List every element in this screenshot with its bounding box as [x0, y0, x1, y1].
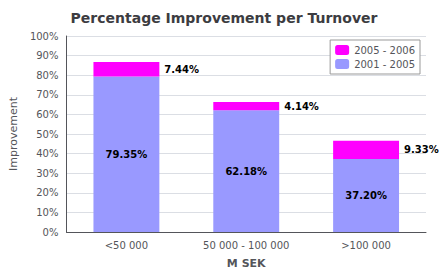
svg-text:>100 000: >100 000 — [341, 240, 391, 251]
svg-text:30%: 30% — [36, 168, 58, 179]
svg-text:50%: 50% — [36, 129, 58, 140]
svg-text:10%: 10% — [36, 207, 58, 218]
svg-text:100%: 100% — [30, 31, 59, 42]
svg-text:70%: 70% — [36, 89, 58, 100]
svg-text:50 000 - 100 000: 50 000 - 100 000 — [203, 240, 289, 251]
svg-text:80%: 80% — [36, 70, 58, 81]
svg-text:<50 000: <50 000 — [105, 240, 148, 251]
svg-text:40%: 40% — [36, 148, 58, 159]
svg-text:M SEK: M SEK — [227, 257, 266, 270]
svg-text:9.33%: 9.33% — [404, 144, 439, 155]
svg-text:90%: 90% — [36, 50, 58, 61]
svg-text:79.35%: 79.35% — [106, 149, 148, 160]
svg-text:60%: 60% — [36, 109, 58, 120]
svg-text:Improvement: Improvement — [7, 96, 20, 171]
svg-text:37.20%: 37.20% — [345, 190, 387, 201]
svg-text:4.14%: 4.14% — [284, 101, 319, 112]
svg-text:2005 - 2006: 2005 - 2006 — [354, 45, 415, 56]
svg-text:0%: 0% — [43, 227, 59, 238]
svg-text:20%: 20% — [36, 187, 58, 198]
svg-text:2001 - 2005: 2001 - 2005 — [354, 59, 415, 70]
svg-text:62.18%: 62.18% — [225, 166, 267, 177]
svg-text:Percentage Improvement per Tur: Percentage Improvement per Turnover — [71, 10, 378, 26]
svg-text:7.44%: 7.44% — [164, 64, 199, 75]
